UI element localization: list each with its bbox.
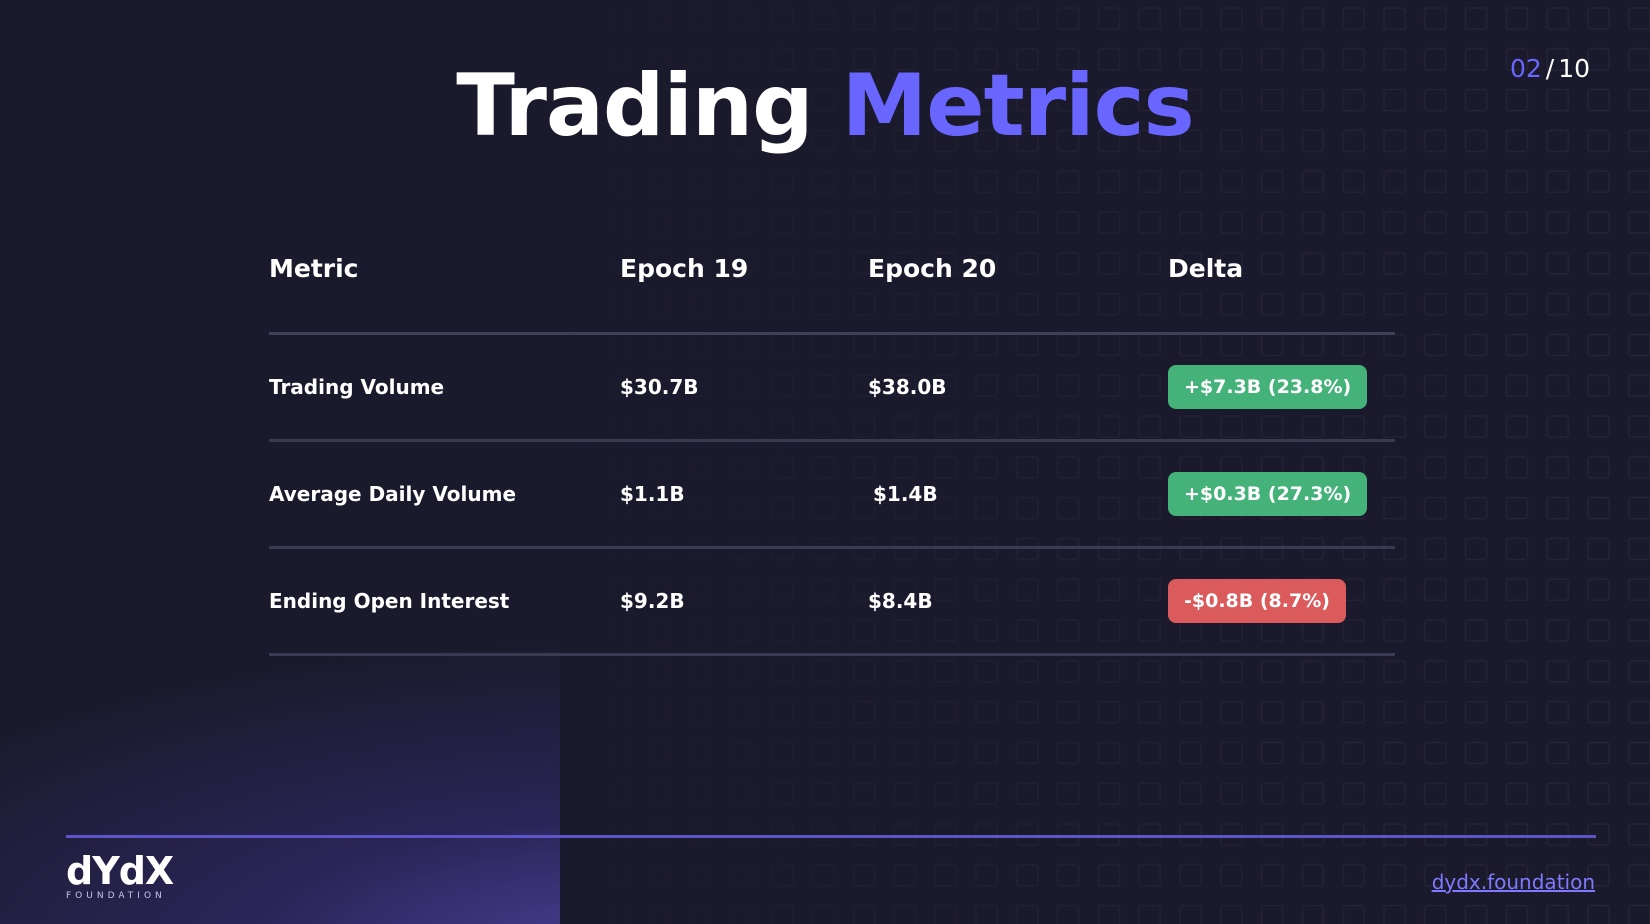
- epoch-20-value: $1.4B: [873, 482, 938, 506]
- page-total: 10: [1558, 54, 1590, 83]
- epoch-19-value: $30.7B: [620, 375, 699, 399]
- delta-badge-positive: +$7.3B (23.8%): [1168, 365, 1368, 409]
- metric-name: Trading Volume: [269, 375, 445, 399]
- title-main: Trading: [456, 56, 813, 156]
- page-title: Trading Metrics: [0, 56, 1650, 156]
- metrics-table: Metric Epoch 19 Epoch 20 Delta Trading V…: [269, 240, 1395, 656]
- table-header-row: Metric Epoch 19 Epoch 20 Delta: [269, 240, 1395, 335]
- table-row: Trading Volume $30.7B $38.0B +$7.3B (23.…: [269, 335, 1395, 442]
- table-row: Average Daily Volume $1.1B $1.4B +$0.3B …: [269, 442, 1395, 549]
- delta-cell: +$0.3B (27.3%): [1168, 442, 1368, 546]
- header-metric: Metric: [269, 253, 359, 283]
- logo-subtext: FOUNDATION: [66, 891, 166, 901]
- header-epoch-20: Epoch 20: [868, 253, 997, 283]
- website-link[interactable]: dydx.foundation: [1431, 870, 1595, 894]
- delta-cell: +$7.3B (23.8%): [1168, 335, 1368, 439]
- delta-badge-negative: -$0.8B (8.7%): [1168, 579, 1346, 623]
- dydx-foundation-logo: dYdX FOUNDATION: [66, 849, 174, 903]
- metric-name: Ending Open Interest: [269, 589, 510, 613]
- epoch-19-value: $1.1B: [620, 482, 685, 506]
- delta-cell: -$0.8B (8.7%): [1168, 549, 1346, 653]
- page-current: 02: [1509, 54, 1542, 83]
- epoch-19-value: $9.2B: [620, 589, 685, 613]
- page-counter: 02/10: [1510, 54, 1590, 83]
- table-row: Ending Open Interest $9.2B $8.4B -$0.8B …: [269, 549, 1395, 656]
- header-epoch-19: Epoch 19: [620, 253, 749, 283]
- delta-badge-positive: +$0.3B (27.3%): [1168, 472, 1368, 516]
- metric-name: Average Daily Volume: [269, 482, 517, 506]
- footer-divider: [66, 835, 1596, 838]
- header-delta: Delta: [1168, 253, 1244, 283]
- epoch-20-value: $38.0B: [868, 375, 947, 399]
- page-separator: /: [1545, 54, 1555, 83]
- epoch-20-value: $8.4B: [868, 589, 933, 613]
- logo-wordmark: dYdX: [66, 849, 174, 893]
- title-accent: Metrics: [841, 56, 1195, 156]
